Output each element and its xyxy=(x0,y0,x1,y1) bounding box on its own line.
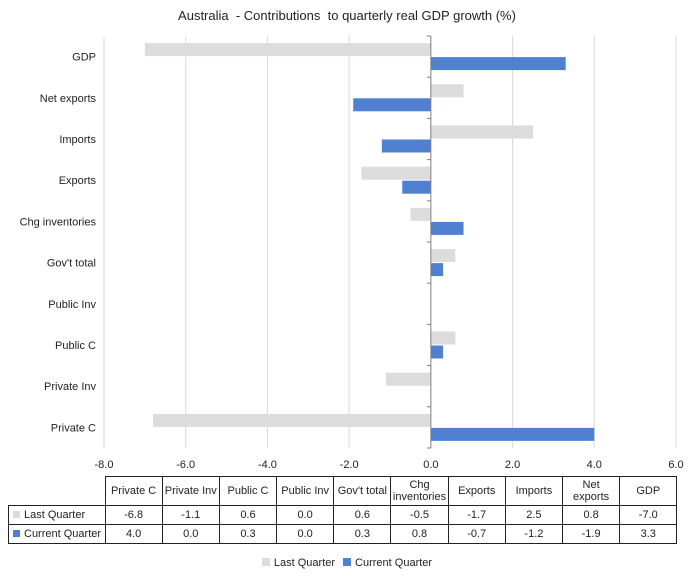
table-cell: -6.8 xyxy=(104,505,163,525)
table-cell: 2.5 xyxy=(504,505,564,525)
legend-swatch xyxy=(261,558,270,566)
bar-last-quarter xyxy=(385,372,431,386)
category-label: Public C xyxy=(55,340,96,352)
legend-key-swatch xyxy=(13,511,20,518)
table-column-header: Public Inv xyxy=(276,476,335,506)
table-column-header: Private C xyxy=(104,476,163,506)
chart-plot: Private C Private Inv Public C Public Inv Go… xyxy=(20,35,684,470)
table-cell: 3.3 xyxy=(619,524,678,544)
legend-swatch xyxy=(343,558,352,566)
bar-current-quarter xyxy=(430,57,566,71)
legend: Last Quarter Current Quarter xyxy=(0,557,694,569)
x-tick-label: -8.0 xyxy=(95,459,114,470)
table-cell: -7.0 xyxy=(619,505,678,525)
series-name: Last Quarter xyxy=(24,509,86,521)
bar-last-quarter xyxy=(153,413,431,427)
table-cell: -1.7 xyxy=(447,505,506,525)
category-label: Gov't total xyxy=(47,258,96,270)
bar-current-quarter xyxy=(430,263,444,277)
table-cell: 0.3 xyxy=(218,524,278,544)
chart-title: Australia - Contributions to quarterly r… xyxy=(178,8,516,23)
bar-last-quarter xyxy=(430,249,456,263)
category-label: Exports xyxy=(59,175,97,187)
table-column-header: Net exports xyxy=(561,476,621,506)
table-row: Last Quarter -6.8 -1.1 0.6 0.0 0.6 -0.5 -1.7 2.5… xyxy=(8,505,678,525)
table-cell: 0.6 xyxy=(218,505,278,525)
category-label: Public Inv xyxy=(48,299,96,311)
table-column-header: Public C xyxy=(218,476,278,506)
legend-key-swatch xyxy=(13,530,20,537)
table-cell: 0.0 xyxy=(161,524,220,544)
legend-label: Current Quarter xyxy=(355,557,433,569)
table-row-header: Current Quarter xyxy=(8,524,106,544)
bar-current-quarter xyxy=(381,139,431,153)
category-label: Private C xyxy=(51,422,96,434)
bar-last-quarter xyxy=(144,43,431,57)
x-tick-label: 4.0 xyxy=(587,459,602,470)
table-column-header: Chg inventories xyxy=(390,476,449,506)
legend-label: Last Quarter xyxy=(273,557,336,569)
bar-last-quarter xyxy=(430,331,456,345)
table-header-row: Private C Private Inv Public C Public Inv Go… xyxy=(9,476,678,506)
table-cell: 0.3 xyxy=(333,524,392,544)
bar-last-quarter xyxy=(430,84,464,98)
table-cell: -0.5 xyxy=(390,505,449,525)
data-table: Private C Private Inv Public C Public Inv Go… xyxy=(8,476,678,544)
bar-current-quarter xyxy=(430,221,464,235)
bar-current-quarter xyxy=(353,98,431,112)
table-cell: -1.9 xyxy=(561,524,621,544)
bar-last-quarter xyxy=(410,207,431,221)
table-cell: 0.8 xyxy=(561,505,621,525)
table-cell: 0.8 xyxy=(390,524,449,544)
category-label: Private Inv xyxy=(44,381,96,393)
category-label: Imports xyxy=(59,134,96,146)
table-column-header: Private Inv xyxy=(161,476,220,506)
table-cell: -0.7 xyxy=(447,524,506,544)
x-tick-label: 0.0 xyxy=(423,459,438,470)
table-column-header: Imports xyxy=(504,476,564,506)
table-cell: 4.0 xyxy=(104,524,163,544)
bar-current-quarter xyxy=(402,180,431,194)
category-label: Chg inventories xyxy=(20,216,97,228)
bar-current-quarter xyxy=(430,427,595,441)
table-row-header: Last Quarter xyxy=(8,505,106,525)
table-column-header: Exports xyxy=(447,476,506,506)
series-name: Current Quarter xyxy=(24,528,102,540)
table-body: Last Quarter -6.8 -1.1 0.6 0.0 0.6 -0.5 -1.7 2.5… xyxy=(8,505,678,544)
x-tick-label: -2.0 xyxy=(340,459,359,470)
bar-current-quarter xyxy=(430,345,444,359)
table-row: Current Quarter 4.0 0.0 0.3 0.0 0.3 0.8 -0.7 -1.… xyxy=(8,524,678,544)
category-label: Net exports xyxy=(40,93,97,105)
legend-item: Current Quarter xyxy=(343,557,432,569)
table-cell: 0.0 xyxy=(276,524,335,544)
table-cell: -1.2 xyxy=(504,524,564,544)
x-tick-label: -4.0 xyxy=(258,459,277,470)
x-tick-label: 2.0 xyxy=(505,459,520,470)
table-corner xyxy=(9,477,106,506)
legend-item: Last Quarter xyxy=(261,557,336,569)
x-tick-label: 6.0 xyxy=(668,459,683,470)
category-label: GDP xyxy=(72,52,96,64)
x-tick-label: -6.0 xyxy=(176,459,195,470)
table-column-header: GDP xyxy=(619,476,678,506)
table-cell: -1.1 xyxy=(161,505,220,525)
table-column-header: Gov't total xyxy=(333,476,392,506)
bar-last-quarter xyxy=(361,166,431,180)
bar-last-quarter xyxy=(430,125,533,139)
table-cell: 0.6 xyxy=(333,505,392,525)
table-cell: 0.0 xyxy=(276,505,335,525)
